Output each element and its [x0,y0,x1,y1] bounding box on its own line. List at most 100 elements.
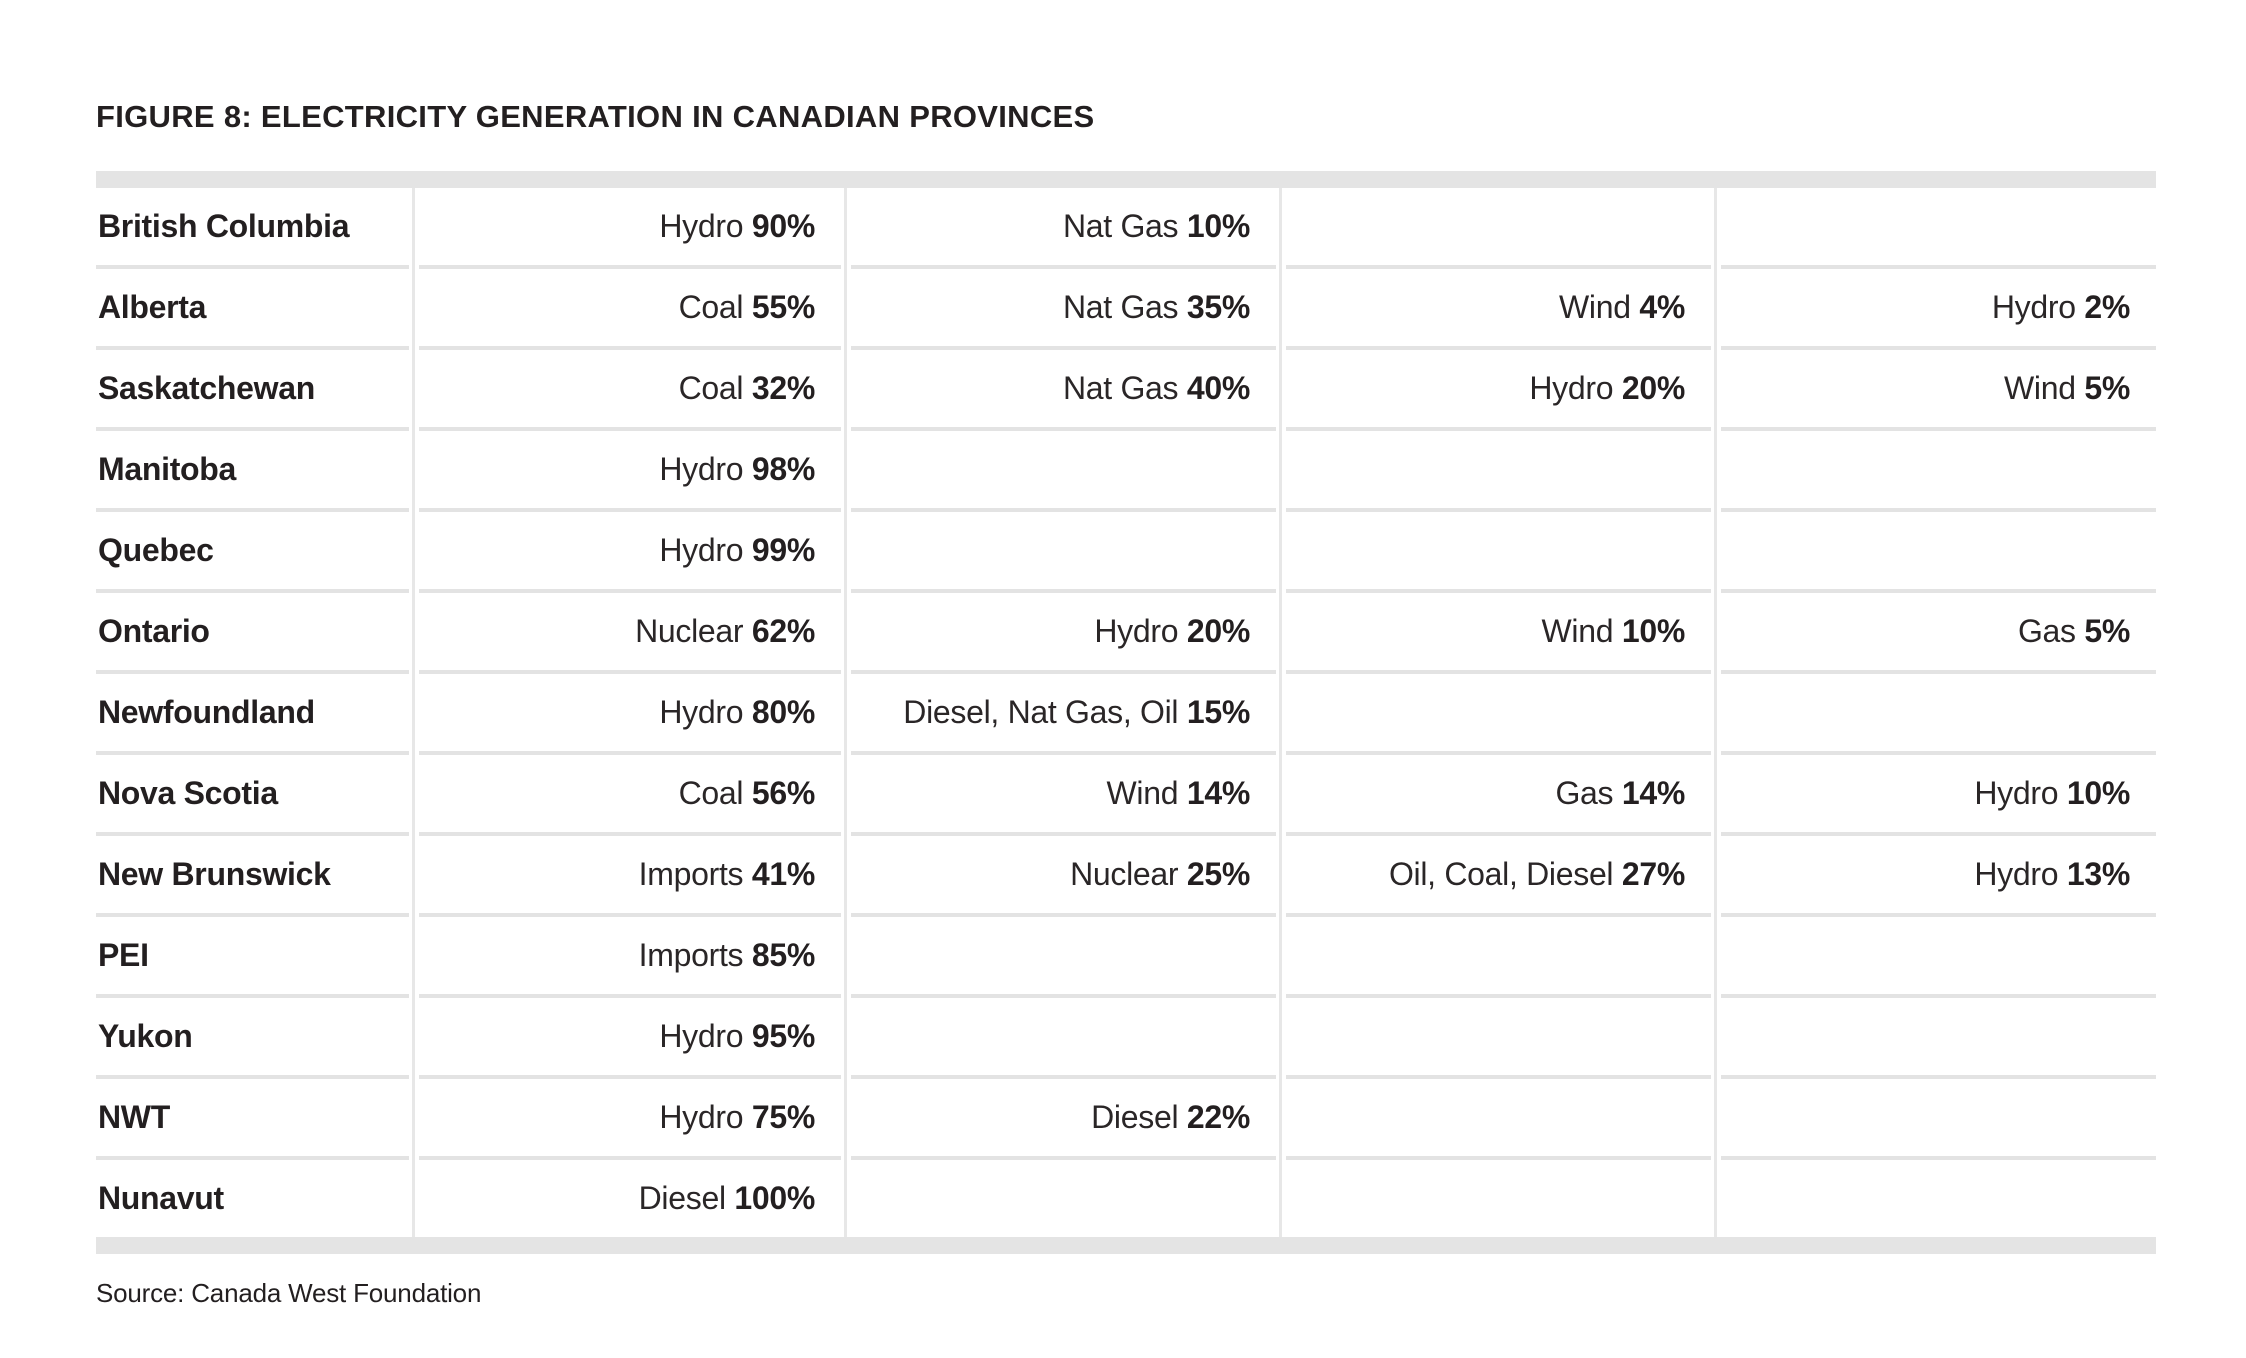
energy-mix-cell: Hydro 20% [1286,350,1711,431]
fuel-percent: 32% [751,370,815,406]
table-row: PEI Imports 85% [96,917,2156,998]
column-separator [1714,188,1717,1237]
table-rows: British Columbia Hydro 90% Nat Gas 10% Albe… [96,188,2156,1237]
fuel-label: Coal [678,289,744,325]
energy-mix-cell: Coal 56% [419,755,841,836]
fuel-percent: 15% [1186,694,1250,730]
province-name: Nova Scotia [96,755,409,836]
energy-mix-cell: Hydro 10% [1721,755,2156,836]
energy-mix-cell: Hydro 75% [419,1079,841,1160]
fuel-label: Hydro [1974,775,2059,811]
fuel-label: Gas [1555,775,1614,811]
fuel-label: Nuclear [635,613,744,649]
energy-mix-cell: Imports 85% [419,917,841,998]
fuel-percent: 14% [1186,775,1250,811]
energy-mix-cell: Wind 10% [1286,593,1711,674]
energy-mix-cell: Nat Gas 40% [851,350,1276,431]
energy-mix-cell: Wind 4% [1286,269,1711,350]
energy-mix-cell [851,512,1276,593]
fuel-label: Wind [1559,289,1631,325]
fuel-label: Coal [678,775,744,811]
fuel-percent: 10% [1621,613,1685,649]
fuel-percent: 20% [1621,370,1685,406]
province-name: PEI [96,917,409,998]
energy-mix-cell: Hydro 20% [851,593,1276,674]
fuel-percent: 5% [2084,370,2130,406]
fuel-percent: 10% [2066,775,2130,811]
fuel-percent: 75% [751,1099,815,1135]
energy-mix-cell [851,1160,1276,1237]
fuel-percent: 14% [1621,775,1685,811]
figure-title: FIGURE 8: ELECTRICITY GENERATION IN CANA… [96,99,1095,134]
fuel-percent: 10% [1186,208,1250,244]
energy-mix-cell: Coal 55% [419,269,841,350]
fuel-label: Imports [638,937,744,973]
energy-mix-cell: Coal 32% [419,350,841,431]
energy-mix-cell: Hydro 90% [419,188,841,269]
fuel-percent: 22% [1186,1099,1250,1135]
fuel-label: Wind [1106,775,1179,811]
fuel-label: Hydro [659,1099,744,1135]
fuel-percent: 27% [1621,856,1685,892]
fuel-label: Hydro [1974,856,2059,892]
fuel-percent: 99% [751,532,815,568]
table-row: British Columbia Hydro 90% Nat Gas 10% [96,188,2156,269]
fuel-label: Imports [638,856,744,892]
table-top-bar [96,171,2156,188]
energy-mix-cell [1286,431,1711,512]
fuel-percent: 13% [2066,856,2130,892]
table-row: Nova Scotia Coal 56% Wind 14% Gas 14% Hydro … [96,755,2156,836]
energy-mix-cell: Hydro 98% [419,431,841,512]
province-name: Alberta [96,269,409,350]
table-row: Quebec Hydro 99% [96,512,2156,593]
energy-mix-cell: Wind 5% [1721,350,2156,431]
fuel-label: Nuclear [1070,856,1179,892]
column-separator [844,188,847,1237]
table-bottom-bar [96,1237,2156,1254]
fuel-percent: 56% [751,775,815,811]
fuel-percent: 35% [1186,289,1250,325]
column-separator [1279,188,1282,1237]
source-note: Source: Canada West Foundation [96,1278,482,1308]
energy-mix-cell [1286,188,1711,269]
energy-mix-cell: Nuclear 62% [419,593,841,674]
energy-mix-cell: Gas 5% [1721,593,2156,674]
table-row: New Brunswick Imports 41% Nuclear 25% Oil, … [96,836,2156,917]
energy-mix-cell: Diesel 22% [851,1079,1276,1160]
fuel-percent: 5% [2084,613,2130,649]
energy-mix-cell [1721,188,2156,269]
energy-mix-cell [1721,512,2156,593]
energy-mix-cell: Hydro 95% [419,998,841,1079]
fuel-percent: 2% [2084,289,2130,325]
energy-mix-cell [1286,1160,1711,1237]
province-name: Ontario [96,593,409,674]
fuel-label: Coal [678,370,744,406]
province-name: Quebec [96,512,409,593]
energy-mix-cell: Imports 41% [419,836,841,917]
province-name: Yukon [96,998,409,1079]
energy-mix-cell: Hydro 2% [1721,269,2156,350]
energy-mix-cell: Diesel 100% [419,1160,841,1237]
fuel-label: Nat Gas [1062,208,1179,244]
energy-mix-cell: Nat Gas 35% [851,269,1276,350]
table-row: Manitoba Hydro 98% [96,431,2156,512]
fuel-percent: 55% [751,289,815,325]
energy-mix-cell [1721,431,2156,512]
energy-mix-cell: Oil, Coal, Diesel 27% [1286,836,1711,917]
fuel-label: Hydro [659,532,744,568]
energy-mix-cell: Wind 14% [851,755,1276,836]
fuel-percent: 62% [751,613,815,649]
fuel-percent: 40% [1186,370,1250,406]
province-name: Nunavut [98,1180,224,1216]
energy-mix-cell [851,431,1276,512]
energy-mix-cell [851,998,1276,1079]
fuel-label: Nat Gas [1062,370,1179,406]
fuel-label: Diesel [1091,1099,1179,1135]
fuel-percent: 95% [751,1018,815,1054]
fuel-label: Wind [1541,613,1614,649]
table-body: British Columbia Hydro 90% Nat Gas 10% Albe… [96,188,2156,1237]
fuel-label: Oil, Coal, Diesel [1388,856,1614,892]
table-row: Saskatchewan Coal 32% Nat Gas 40% Hydro 20%… [96,350,2156,431]
fuel-label: Hydro [659,694,744,730]
